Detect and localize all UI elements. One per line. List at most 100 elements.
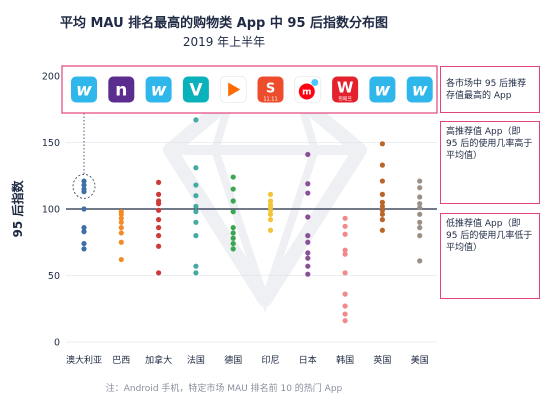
data-point	[267, 227, 274, 233]
x-tick-label: 印尼	[261, 354, 279, 366]
chart-title: 平均 MAU 排名最高的购物类 App 中 95 后指数分布图	[59, 16, 389, 31]
data-point	[305, 151, 311, 158]
highlight-circle	[72, 173, 96, 199]
data-point	[193, 209, 199, 215]
app-icon-bg	[71, 76, 97, 103]
data-point	[156, 179, 162, 185]
mercari-icon: m	[294, 76, 322, 103]
wish-icon: w	[71, 76, 97, 103]
data-point	[193, 182, 199, 188]
data-point	[379, 199, 385, 205]
data-point	[193, 270, 199, 276]
play-icon	[219, 76, 247, 103]
netshoes-icon: n	[108, 76, 135, 103]
callout-high: 高推荐值 App（即 95 后的使用几率高于平均值）	[440, 121, 540, 204]
data-point	[305, 239, 311, 245]
x-tick-label: 韩国	[336, 354, 354, 366]
data-point	[342, 318, 348, 324]
app-icon-bg	[257, 76, 284, 103]
callout-top-app-text: 各市场中 95 后推荐存值最高的 App	[446, 78, 527, 101]
data-point	[230, 246, 236, 252]
data-point	[193, 165, 199, 171]
data-point	[417, 225, 423, 231]
data-point	[81, 178, 87, 184]
callout-low: 低推荐值 App（即 95 后的使用几率低于平均值）	[440, 213, 540, 299]
app-icon-caption: 11.11	[263, 97, 277, 103]
data-point	[118, 230, 124, 236]
data-point	[379, 178, 385, 184]
data-point	[118, 211, 124, 217]
y-tick-label: 0	[54, 338, 60, 349]
data-point	[305, 255, 311, 261]
data-point	[417, 201, 423, 207]
data-point	[81, 182, 87, 188]
data-point	[417, 205, 423, 211]
data-point	[417, 178, 423, 184]
data-point	[118, 256, 124, 263]
data-point	[118, 215, 124, 221]
data-point	[267, 207, 274, 213]
data-point	[156, 191, 162, 197]
data-point	[230, 240, 236, 247]
y-tick-label: 150	[42, 138, 60, 149]
x-tick-label: 加拿大	[145, 354, 172, 366]
data-point	[81, 229, 87, 235]
data-point	[379, 162, 385, 168]
data-points	[81, 106, 423, 324]
data-point	[379, 217, 385, 223]
app-icon-glyph: w	[375, 81, 391, 101]
app-icon-bg	[182, 76, 209, 103]
data-point	[230, 186, 236, 192]
data-point	[417, 219, 423, 225]
data-point	[81, 246, 87, 252]
app-icon-caption: 위메프	[338, 96, 352, 103]
watermark-diamond-facets	[210, 98, 320, 313]
callout-low-text: 低推荐值 App（即 95 后的使用几率低于平均值）	[446, 219, 533, 253]
app-icon-glyph: n	[115, 81, 127, 101]
app-icon-bg	[332, 76, 359, 103]
shopee-icon: S11.11	[257, 76, 284, 103]
data-point	[417, 233, 423, 239]
mercari-dot	[311, 79, 319, 86]
data-point	[81, 240, 87, 247]
y-tick-label: 100	[42, 205, 60, 216]
app-icon-glyph: S	[266, 82, 275, 97]
app-icon-glyph: w	[412, 81, 428, 101]
data-point	[342, 311, 348, 317]
chart-subtitle: 2019 年上半年	[182, 35, 266, 49]
y-tick-label: 200	[42, 72, 60, 83]
callout-top-app: 各市场中 95 后推荐存值最高的 App	[440, 66, 540, 113]
data-point	[417, 211, 423, 217]
watermark-diamond-outline	[163, 93, 367, 307]
data-point	[342, 215, 348, 221]
data-point	[230, 174, 236, 180]
data-point	[81, 189, 87, 195]
footnote: 注：Android 手机，特定市场 MAU 排名前 10 的热门 App	[105, 384, 343, 394]
x-tick-label: 美国	[411, 354, 429, 366]
diamond-watermark	[163, 93, 367, 313]
data-point	[379, 211, 385, 217]
data-point	[379, 191, 385, 197]
data-point	[342, 270, 348, 276]
data-point	[379, 141, 385, 147]
data-point	[193, 263, 199, 269]
x-tick-label: 澳大利亚	[66, 354, 102, 366]
data-point	[156, 243, 162, 249]
data-point	[305, 181, 311, 187]
data-point	[342, 223, 348, 229]
data-point	[342, 231, 348, 237]
data-point	[156, 201, 162, 207]
data-point	[342, 247, 348, 253]
data-point	[118, 225, 124, 231]
data-point	[156, 233, 162, 239]
x-tick-labels: 澳大利亚 巴西 加拿大 法国 德国 印尼 日本 韩国 英国 美国	[66, 354, 429, 366]
data-point	[118, 239, 124, 245]
data-point	[230, 198, 236, 204]
data-point	[267, 211, 274, 217]
app-icon-glyph: w	[76, 81, 92, 101]
data-point	[379, 203, 385, 209]
data-point	[230, 235, 236, 241]
vinted-icon: V	[182, 76, 209, 103]
data-point	[118, 219, 124, 225]
